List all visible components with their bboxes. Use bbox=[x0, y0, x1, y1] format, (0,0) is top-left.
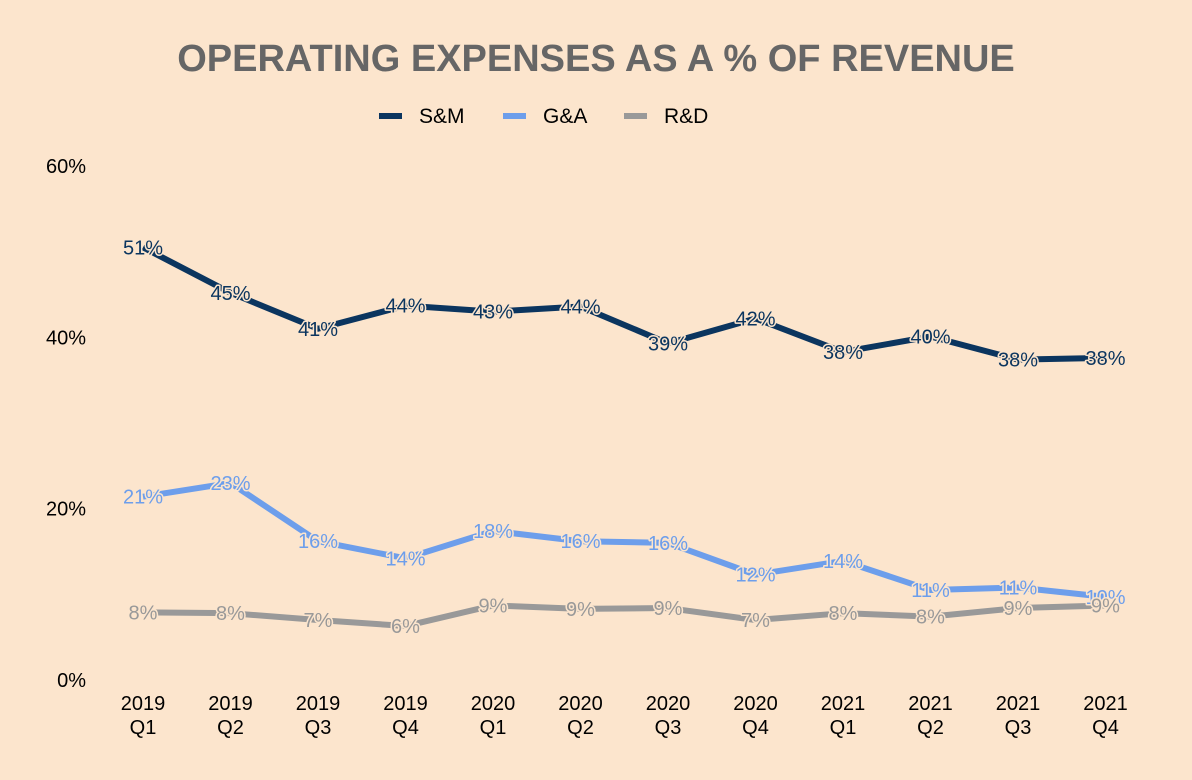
x-tick-label-line: Q4 bbox=[742, 717, 769, 739]
y-tick-label: 20% bbox=[46, 499, 86, 521]
data-label: 8% bbox=[829, 603, 858, 625]
x-tick-label-line: Q1 bbox=[480, 717, 507, 739]
y-axis: 0% 20% 40% 60% bbox=[46, 156, 86, 692]
x-tick-label-line: 2020 bbox=[471, 693, 516, 715]
x-tick-label-line: 2021 bbox=[1083, 693, 1128, 715]
legend: S&M G&A R&D bbox=[379, 105, 708, 128]
data-label: 9% bbox=[1004, 598, 1033, 620]
data-label: 38% bbox=[823, 342, 863, 364]
x-tick-label-line: Q3 bbox=[655, 717, 682, 739]
x-tick-label: 2020 Q3 bbox=[646, 693, 691, 739]
x-tick-label-line: Q2 bbox=[217, 717, 244, 739]
data-label: 10% bbox=[1085, 587, 1125, 609]
y-tick-label: 40% bbox=[46, 327, 86, 349]
x-tick-label: 2019 Q3 bbox=[296, 693, 341, 739]
legend-label: S&M bbox=[419, 105, 465, 128]
data-label: 9% bbox=[1091, 595, 1120, 617]
x-tick-label-line: 2019 bbox=[383, 693, 428, 715]
x-tick-label: 2021 Q1 bbox=[821, 693, 866, 739]
x-tick-label-line: Q4 bbox=[1092, 717, 1119, 739]
data-labels: 51% 45% 41% 44% 43% 44% 39% 42% 38% 40% 38% 38% 21% 2… bbox=[121, 236, 1127, 640]
data-label: 9% bbox=[479, 595, 508, 617]
data-label: 6% bbox=[391, 616, 420, 638]
data-label: 18% bbox=[473, 521, 513, 543]
data-label: 9% bbox=[566, 599, 595, 621]
data-label: 16% bbox=[648, 533, 688, 555]
data-label: 11% bbox=[999, 577, 1038, 599]
x-tick-label-line: Q3 bbox=[1005, 717, 1032, 739]
data-label: 42% bbox=[735, 308, 775, 330]
x-tick-label-line: Q2 bbox=[567, 717, 594, 739]
data-label: 51% bbox=[123, 237, 163, 259]
x-tick-label: 2019 Q4 bbox=[383, 693, 428, 739]
x-tick-label: 2021 Q2 bbox=[908, 693, 953, 739]
x-tick-label: 2020 Q2 bbox=[558, 693, 603, 739]
data-label: 14% bbox=[385, 548, 425, 570]
x-tick-label-line: Q1 bbox=[130, 717, 157, 739]
x-tick-label-line: 2019 bbox=[208, 693, 253, 715]
x-tick-label-line: Q4 bbox=[392, 717, 419, 739]
x-tick-label-line: 2020 bbox=[558, 693, 603, 715]
x-tick-label: 2021 Q4 bbox=[1083, 693, 1128, 739]
data-label: 39% bbox=[648, 333, 688, 355]
x-tick-label-line: 2019 bbox=[296, 693, 341, 715]
x-tick-label-line: 2021 bbox=[908, 693, 953, 715]
data-label: 45% bbox=[210, 283, 250, 305]
data-label: 7% bbox=[304, 610, 333, 632]
x-tick-label-line: 2021 bbox=[996, 693, 1041, 715]
data-label: 23% bbox=[210, 473, 250, 495]
data-label: 43% bbox=[473, 302, 513, 324]
x-tick-label-line: 2020 bbox=[733, 693, 778, 715]
x-tick-label-line: Q3 bbox=[305, 717, 332, 739]
series-line bbox=[142, 602, 1106, 630]
data-label: 8% bbox=[216, 603, 245, 625]
data-label: 38% bbox=[1085, 348, 1125, 370]
x-tick-label-line: Q1 bbox=[830, 717, 857, 739]
data-label: 11% bbox=[911, 580, 950, 602]
data-label: 40% bbox=[910, 326, 950, 348]
x-tick-label-line: 2021 bbox=[821, 693, 866, 715]
x-tick-label-line: 2020 bbox=[646, 693, 691, 715]
y-tick-label: 60% bbox=[46, 156, 86, 178]
data-label: 41% bbox=[298, 319, 338, 341]
data-label: 7% bbox=[741, 610, 770, 632]
series-line bbox=[142, 479, 1106, 600]
x-tick-label: 2019 Q2 bbox=[208, 693, 253, 739]
x-tick-label: 2020 Q1 bbox=[471, 693, 516, 739]
data-label: 16% bbox=[560, 531, 600, 553]
x-tick-label: 2020 Q4 bbox=[733, 693, 778, 739]
series-line bbox=[141, 244, 1106, 363]
data-label: 16% bbox=[298, 531, 338, 553]
legend-label: R&D bbox=[664, 105, 708, 128]
x-tick-label: 2019 Q1 bbox=[121, 693, 166, 739]
data-label: 44% bbox=[385, 296, 425, 318]
x-tick-label: 2021 Q3 bbox=[996, 693, 1041, 739]
x-tick-label-line: 2019 bbox=[121, 693, 166, 715]
data-label: 44% bbox=[560, 296, 600, 318]
x-tick-label-line: Q2 bbox=[917, 717, 944, 739]
data-label: 14% bbox=[823, 551, 863, 573]
data-label: 8% bbox=[916, 607, 945, 629]
data-label: 21% bbox=[123, 487, 163, 509]
data-label: 12% bbox=[735, 565, 775, 587]
data-label: 38% bbox=[998, 350, 1038, 372]
chart-title: OPERATING EXPENSES AS A % OF REVENUE bbox=[177, 38, 1015, 80]
series-lines bbox=[141, 244, 1106, 630]
data-label: 8% bbox=[129, 602, 158, 624]
legend-label: G&A bbox=[543, 105, 587, 128]
y-tick-label: 0% bbox=[57, 670, 86, 692]
data-label: 9% bbox=[654, 598, 683, 620]
